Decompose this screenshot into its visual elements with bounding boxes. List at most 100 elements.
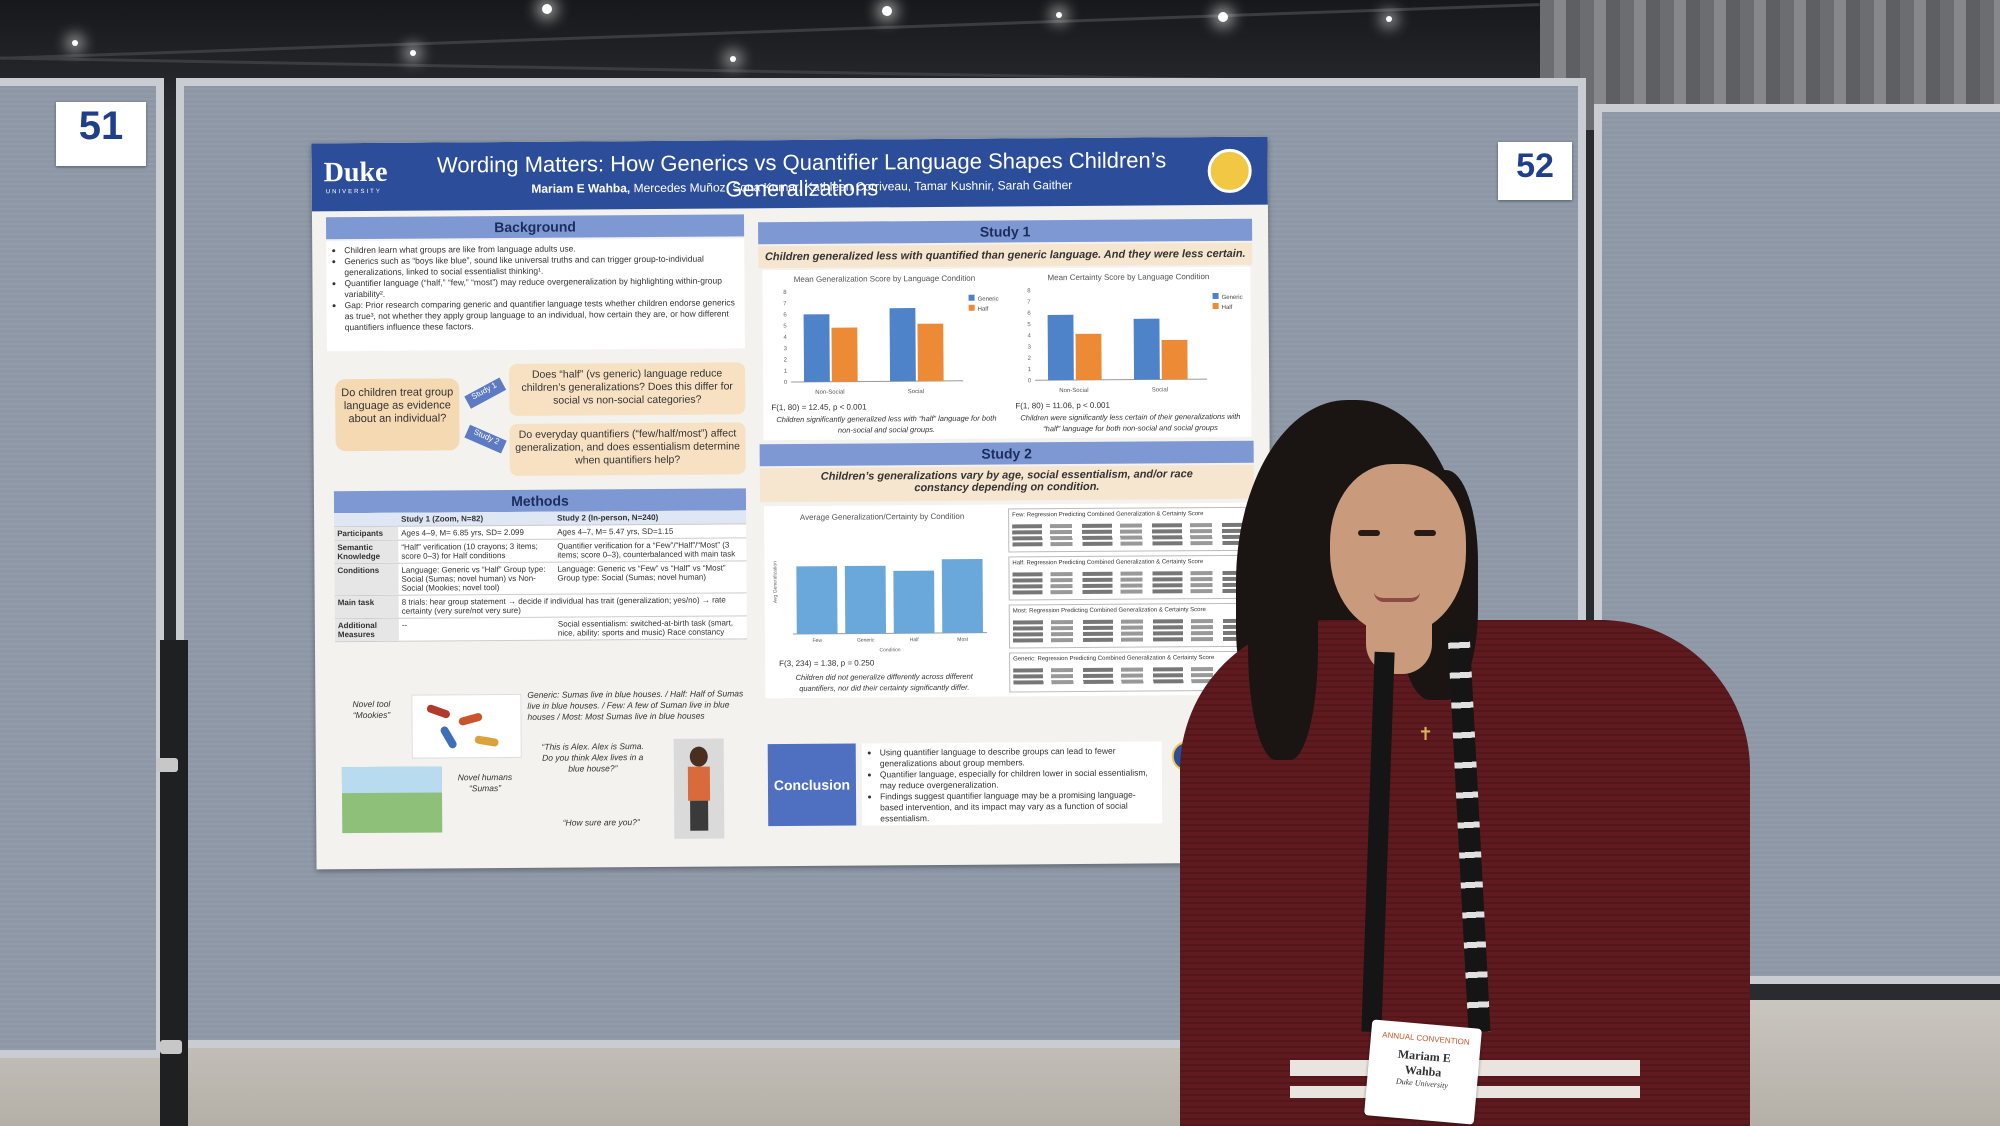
certainty-prompt: “How sure are you?” bbox=[562, 817, 640, 828]
x-tick-label: Social bbox=[908, 389, 924, 395]
ceiling-light bbox=[542, 4, 552, 14]
chart-title: Average Generalization/Certainty by Cond… bbox=[800, 512, 964, 522]
y-tick-label: 2 bbox=[1028, 356, 1032, 362]
y-tick-label: 2 bbox=[784, 358, 788, 364]
mookies-illustration bbox=[411, 693, 522, 759]
hair-left bbox=[1248, 480, 1318, 760]
mookie-tool-image bbox=[439, 725, 459, 750]
board-clip bbox=[160, 1040, 182, 1054]
x-tick-label: Most bbox=[957, 637, 968, 643]
alex-head bbox=[689, 746, 708, 767]
legend-label: Generic bbox=[978, 297, 999, 303]
methods-col2-header: Study 2 (In-person, N=240) bbox=[557, 512, 659, 523]
x-tick-label: Generic bbox=[857, 637, 875, 643]
ceiling-light bbox=[72, 40, 78, 46]
background-bullet: Quantifier language (“half,” “few,” “mos… bbox=[344, 275, 740, 300]
study2-caption: Children did not generalize differently … bbox=[795, 671, 973, 693]
y-tick-label: 5 bbox=[783, 324, 787, 330]
methods-row: Additional Measures -- Social essentialism… bbox=[334, 616, 747, 643]
y-tick-label: 7 bbox=[1027, 300, 1031, 306]
study1-heading: Study 1 bbox=[758, 218, 1253, 245]
background-heading: Background bbox=[325, 214, 745, 240]
face bbox=[1330, 464, 1466, 634]
y-tick-label: 7 bbox=[783, 301, 787, 307]
ceiling-light bbox=[882, 6, 892, 16]
y-tick-label: 1 bbox=[784, 369, 788, 375]
bar-generic bbox=[803, 314, 830, 382]
chart-title: Mean Generalization Score by Language Co… bbox=[794, 274, 976, 284]
left-eye bbox=[1358, 530, 1380, 536]
x-tick-label: Half bbox=[910, 637, 920, 643]
methods-table: Study 1 (Zoom, N=82) Study 2 (In-person,… bbox=[334, 510, 747, 643]
study1-question-box: Does “half” (vs generic) language reduce… bbox=[509, 362, 746, 416]
legend-label: Half bbox=[978, 307, 989, 313]
name-badge: ANNUAL CONVENTION Mariam E Wahba Duke Un… bbox=[1364, 1019, 1482, 1125]
bar-few bbox=[796, 566, 838, 634]
methods-row: Semantic Knowledge “Half” verification (1… bbox=[334, 538, 747, 565]
legend-swatch bbox=[1212, 293, 1219, 300]
x-axis-label: Condition bbox=[879, 647, 900, 653]
ceiling-light bbox=[730, 56, 736, 62]
smile bbox=[1374, 592, 1420, 602]
quantifier-statements: Generic: Sumas live in blue houses. / Ha… bbox=[527, 688, 744, 722]
background-text: Children learn what groups are like from… bbox=[326, 238, 745, 352]
legend-label: Half bbox=[1222, 305, 1233, 311]
presenter-person: ✝ ANNUAL CONVENTION Mariam E Wahba Duke … bbox=[1168, 400, 1768, 1126]
legend-swatch bbox=[968, 294, 975, 301]
study2-results: Average Generalization/Certainty by Cond… bbox=[764, 502, 1254, 699]
study2-stat: F(3, 234) = 1.38, p = 0.250 bbox=[779, 658, 875, 669]
y-tick-label: 3 bbox=[1028, 345, 1032, 351]
mookie-tool-image bbox=[474, 735, 500, 748]
lab-seal-logo bbox=[1207, 148, 1252, 194]
y-tick-label: 8 bbox=[783, 290, 787, 296]
y-tick-label: 4 bbox=[1027, 333, 1031, 339]
booth-number-card: 51 bbox=[56, 102, 146, 166]
y-tick-label: 6 bbox=[783, 313, 787, 319]
x-tick-label: Non-Social bbox=[815, 390, 844, 396]
poster-header: Duke UNIVERSITY Wording Matters: How Gen… bbox=[311, 136, 1268, 212]
legend-swatch bbox=[1212, 303, 1219, 310]
y-tick-label: 8 bbox=[1027, 288, 1031, 294]
y-tick-label: 6 bbox=[1027, 311, 1031, 317]
ceiling-beam bbox=[0, 3, 1540, 60]
y-tick-label: 4 bbox=[783, 335, 787, 341]
bar-generic bbox=[889, 308, 916, 382]
x-tick-label: Non-Social bbox=[1059, 388, 1088, 394]
bar-generic bbox=[844, 565, 887, 634]
condition-bar-chart: Average Generalization/Certainty by Cond… bbox=[772, 512, 987, 653]
alex-prompt: “This is Alex. Alex is Suma. Do you thin… bbox=[541, 741, 644, 774]
study1-arrow-tag: Study 1 bbox=[464, 377, 507, 409]
lead-author: Mariam E Wahba, bbox=[531, 181, 631, 196]
novel-tool-label: Novel tool “Mookies” bbox=[352, 698, 391, 721]
study1-caption-1: Children significantly generalized less … bbox=[776, 413, 997, 435]
y-tick-label: 1 bbox=[1028, 367, 1032, 373]
methods-heading: Methods bbox=[333, 488, 747, 514]
board-clip bbox=[156, 758, 178, 772]
background-bullet: Gap: Prior research comparing generic an… bbox=[345, 297, 741, 333]
bar-half bbox=[1075, 333, 1102, 381]
study2-question-box: Do everyday quantifiers (“few/half/most”… bbox=[509, 422, 746, 476]
bar-generic bbox=[1047, 314, 1074, 381]
certainty-bar-chart: Mean Certainty Score by Language Conditi… bbox=[1027, 272, 1242, 394]
sumas-illustration bbox=[341, 766, 443, 834]
legend-swatch bbox=[968, 304, 975, 311]
conclusion-heading: Conclusion bbox=[767, 743, 857, 827]
study2-arrow-tag: Study 2 bbox=[464, 424, 507, 454]
bar-half bbox=[1161, 339, 1188, 380]
methods-col1-header: Study 1 (Zoom, N=82) bbox=[401, 514, 484, 524]
booth-number-52: 52 bbox=[1516, 147, 1554, 185]
x-tick-label: Few bbox=[812, 638, 822, 644]
y-tick-label: 3 bbox=[784, 346, 788, 352]
methods-row: Conditions Language: Generic vs “Half” Gr… bbox=[334, 561, 747, 597]
research-poster: Duke UNIVERSITY Wording Matters: How Gen… bbox=[311, 136, 1273, 870]
y-tick-label: 5 bbox=[1027, 322, 1031, 328]
mookie-tool-image bbox=[457, 712, 484, 727]
y-tick-label: 0 bbox=[784, 380, 788, 386]
x-tick-label: Social bbox=[1152, 387, 1168, 393]
bar-half bbox=[917, 323, 944, 382]
alex-legs bbox=[690, 800, 709, 831]
alex-shirt bbox=[687, 766, 711, 801]
conclusion-bullet: Quantifier language, especially for chil… bbox=[880, 767, 1158, 791]
bar-half bbox=[893, 570, 935, 634]
ceiling-light bbox=[1056, 12, 1062, 18]
